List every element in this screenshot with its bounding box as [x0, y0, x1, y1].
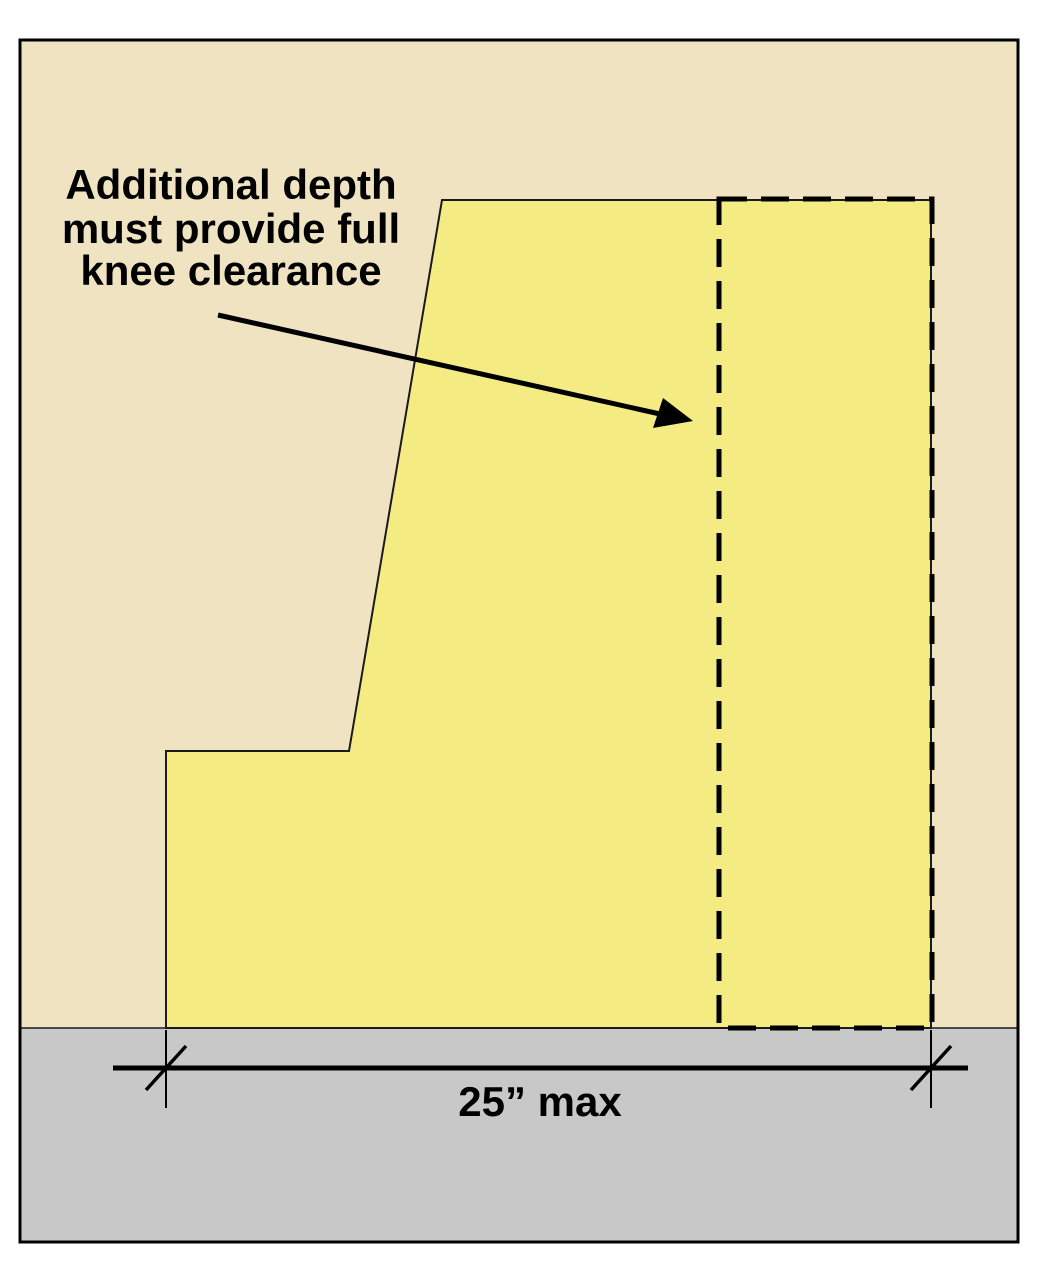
knee-clearance-profile: [165, 199, 932, 1029]
figure-border: [18, 38, 1020, 1244]
floor-area: [20, 1028, 1018, 1242]
tick-mark-icon: [144, 1044, 188, 1092]
annotation-line-3: knee clearance: [80, 247, 381, 294]
dimension-label: 25” max: [458, 1078, 622, 1125]
arrow-icon: [217, 312, 693, 428]
annotation-line-1: Additional depth: [65, 161, 396, 208]
tick-mark-icon: [909, 1044, 953, 1092]
annotation-line-2: must provide full: [62, 205, 400, 252]
additional-depth-box: [716, 196, 935, 1031]
dimension-line: [113, 1030, 968, 1108]
